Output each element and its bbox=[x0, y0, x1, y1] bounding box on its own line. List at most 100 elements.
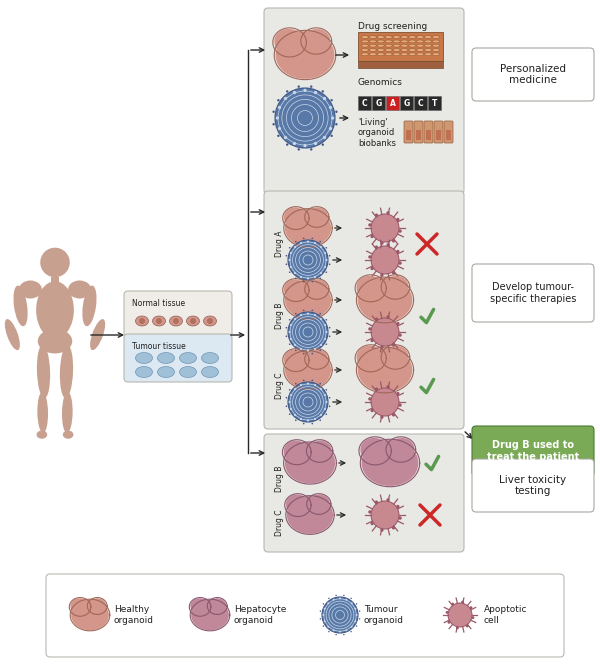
FancyBboxPatch shape bbox=[426, 130, 431, 140]
Circle shape bbox=[303, 310, 305, 311]
Text: C: C bbox=[418, 99, 424, 107]
Ellipse shape bbox=[191, 599, 229, 630]
Circle shape bbox=[323, 625, 324, 627]
Circle shape bbox=[307, 240, 309, 242]
Ellipse shape bbox=[308, 441, 332, 462]
Circle shape bbox=[304, 144, 307, 147]
Circle shape bbox=[290, 266, 292, 268]
Text: 'Living'
organoid
biobanks: 'Living' organoid biobanks bbox=[358, 118, 396, 148]
Circle shape bbox=[319, 278, 321, 279]
Ellipse shape bbox=[425, 36, 432, 39]
Ellipse shape bbox=[409, 49, 416, 51]
Circle shape bbox=[314, 142, 317, 145]
Circle shape bbox=[300, 384, 302, 386]
Ellipse shape bbox=[416, 53, 424, 56]
FancyBboxPatch shape bbox=[358, 32, 443, 61]
Ellipse shape bbox=[401, 44, 408, 47]
Circle shape bbox=[307, 382, 309, 385]
Ellipse shape bbox=[385, 44, 392, 47]
Text: Tumour
organoid: Tumour organoid bbox=[364, 605, 404, 625]
Circle shape bbox=[290, 324, 292, 326]
Ellipse shape bbox=[416, 40, 424, 43]
Ellipse shape bbox=[190, 598, 210, 615]
Circle shape bbox=[329, 406, 331, 407]
Circle shape bbox=[300, 418, 302, 420]
Circle shape bbox=[380, 416, 383, 419]
Ellipse shape bbox=[361, 438, 390, 464]
Circle shape bbox=[396, 392, 400, 395]
Circle shape bbox=[320, 272, 322, 274]
Circle shape bbox=[304, 89, 307, 92]
FancyBboxPatch shape bbox=[472, 459, 594, 512]
Circle shape bbox=[40, 248, 70, 277]
Circle shape bbox=[398, 229, 402, 232]
Circle shape bbox=[286, 406, 287, 407]
Ellipse shape bbox=[433, 36, 440, 39]
Circle shape bbox=[332, 599, 335, 601]
Circle shape bbox=[278, 127, 281, 131]
Circle shape bbox=[375, 500, 378, 504]
Circle shape bbox=[370, 339, 374, 342]
Ellipse shape bbox=[393, 53, 400, 56]
Circle shape bbox=[286, 327, 287, 328]
Text: Hepatocyte
organoid: Hepatocyte organoid bbox=[234, 605, 286, 625]
Ellipse shape bbox=[369, 44, 376, 47]
Ellipse shape bbox=[275, 31, 334, 79]
Circle shape bbox=[319, 313, 321, 314]
Ellipse shape bbox=[60, 345, 73, 398]
Ellipse shape bbox=[361, 53, 368, 56]
Text: G: G bbox=[403, 99, 410, 107]
Circle shape bbox=[311, 380, 313, 381]
Circle shape bbox=[329, 106, 332, 109]
Ellipse shape bbox=[285, 281, 331, 319]
Circle shape bbox=[324, 338, 326, 340]
FancyBboxPatch shape bbox=[46, 574, 564, 657]
Circle shape bbox=[368, 255, 371, 258]
Circle shape bbox=[470, 606, 472, 609]
Ellipse shape bbox=[62, 392, 73, 433]
Circle shape bbox=[368, 327, 371, 330]
FancyBboxPatch shape bbox=[406, 130, 411, 140]
Circle shape bbox=[466, 625, 469, 627]
Ellipse shape bbox=[409, 44, 416, 47]
Ellipse shape bbox=[388, 438, 414, 461]
Circle shape bbox=[335, 123, 338, 125]
Circle shape bbox=[331, 99, 333, 101]
Ellipse shape bbox=[425, 40, 432, 43]
Circle shape bbox=[325, 247, 327, 248]
Circle shape bbox=[295, 241, 296, 242]
Text: Apoptotic
cell: Apoptotic cell bbox=[484, 605, 527, 625]
Circle shape bbox=[461, 601, 464, 603]
Circle shape bbox=[319, 350, 321, 351]
Circle shape bbox=[332, 629, 335, 631]
Ellipse shape bbox=[401, 53, 408, 56]
Circle shape bbox=[289, 247, 290, 248]
Circle shape bbox=[320, 610, 321, 612]
Circle shape bbox=[371, 246, 399, 274]
Ellipse shape bbox=[362, 440, 418, 486]
FancyBboxPatch shape bbox=[416, 130, 421, 140]
Circle shape bbox=[289, 331, 291, 333]
Circle shape bbox=[329, 327, 331, 328]
Circle shape bbox=[303, 281, 305, 282]
Circle shape bbox=[288, 312, 328, 352]
Circle shape bbox=[295, 313, 296, 314]
Circle shape bbox=[320, 414, 322, 416]
Circle shape bbox=[319, 241, 321, 242]
Circle shape bbox=[303, 423, 305, 424]
Ellipse shape bbox=[88, 598, 106, 613]
Ellipse shape bbox=[382, 346, 409, 368]
Text: Drug B used to
treat the patient: Drug B used to treat the patient bbox=[487, 440, 579, 462]
Circle shape bbox=[298, 85, 300, 88]
Circle shape bbox=[290, 408, 292, 410]
Circle shape bbox=[324, 266, 326, 268]
Circle shape bbox=[290, 338, 292, 340]
Ellipse shape bbox=[5, 319, 20, 350]
Circle shape bbox=[329, 397, 331, 398]
Ellipse shape bbox=[203, 316, 217, 326]
Circle shape bbox=[314, 276, 316, 278]
FancyBboxPatch shape bbox=[124, 291, 232, 337]
Circle shape bbox=[295, 420, 296, 421]
Ellipse shape bbox=[68, 280, 91, 298]
Circle shape bbox=[380, 346, 383, 349]
